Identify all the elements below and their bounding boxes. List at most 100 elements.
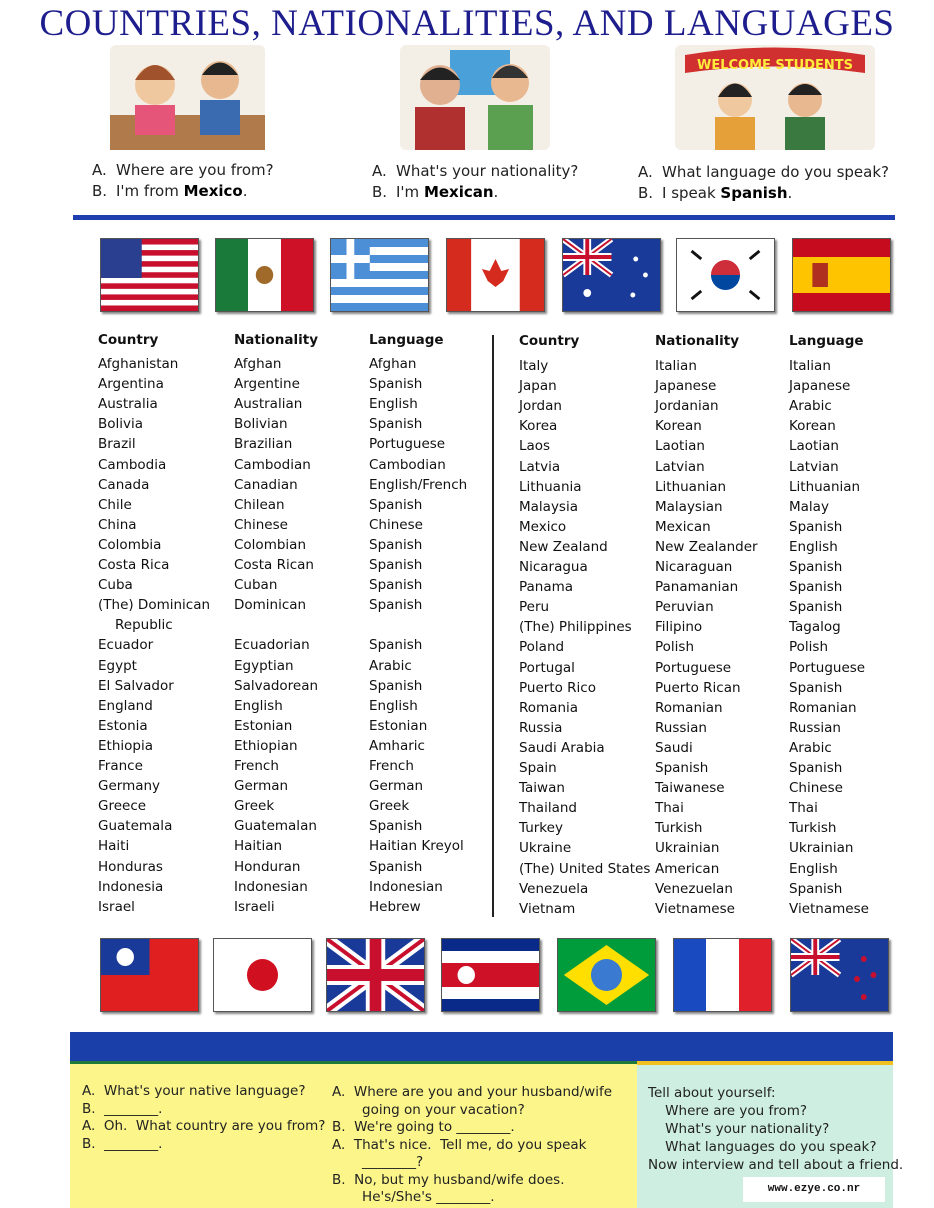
country-cell: Colombia <box>98 536 162 553</box>
nationality-cell: Costa Rican <box>234 557 314 573</box>
language-cell: English <box>369 697 418 714</box>
nationality-cell: Romanian <box>655 699 723 716</box>
country-cell: Haiti <box>98 838 130 855</box>
country-cell: Afghanistan <box>98 356 179 372</box>
practice-line: going on your vacation? <box>332 1101 525 1118</box>
language-cell: Spanish <box>369 637 423 654</box>
country-cell: Poland <box>519 639 565 656</box>
nationality-cell: American <box>655 860 720 877</box>
header-nationality-right: Nationality <box>655 333 739 349</box>
language-cell: Portuguese <box>789 659 866 676</box>
dialog-1: A. Where are you from? B. I'm from Mexico. <box>92 161 274 200</box>
nationality-cell: Afghan <box>234 356 282 372</box>
language-cell: Spanish <box>789 880 843 897</box>
country-cell: Mexico <box>519 518 567 535</box>
language-cell: English/French <box>369 476 468 493</box>
nationality-cell: Thai <box>655 800 684 817</box>
language-cell: Spanish <box>369 597 423 614</box>
language-cell: Italian <box>789 358 831 374</box>
header-language-right: Language <box>789 333 864 349</box>
country-cell: Turkey <box>519 820 563 837</box>
nationality-cell: Korean <box>655 418 702 435</box>
language-cell: Spanish <box>789 679 843 696</box>
nationality-cell: Bolivian <box>234 416 288 433</box>
nationality-cell: Dominican <box>234 597 307 614</box>
nationality-cell: Canadian <box>234 476 298 493</box>
practice-line: A. Oh. What country are you from? <box>82 1118 326 1134</box>
country-cell: Malaysia <box>519 498 578 515</box>
nationality-cell: Chinese <box>234 516 288 533</box>
illustration-students-talking <box>110 45 265 150</box>
practice-box <box>70 1061 638 1208</box>
language-cell: English <box>369 396 418 413</box>
nationality-cell: Panamanian <box>655 579 739 596</box>
country-cell: France <box>98 758 143 774</box>
language-cell: Tagalog <box>789 619 841 636</box>
header-nationality-left: Nationality <box>234 332 318 348</box>
language-cell: Haitian Kreyol <box>369 838 464 855</box>
country-cell: Italy <box>519 358 549 374</box>
nationality-cell: New Zealander <box>655 538 758 555</box>
nationality-cell: Puerto Rican <box>655 679 741 696</box>
flag-australia-icon <box>562 238 661 312</box>
language-cell: Estonian <box>369 717 428 734</box>
language-cell: Spanish <box>789 579 843 596</box>
language-cell: Romanian <box>789 699 857 716</box>
language-cell: Hebrew <box>369 898 421 915</box>
language-cell: Vietnamese <box>789 900 869 917</box>
country-cell: Romania <box>519 699 579 716</box>
divider-rule <box>73 215 895 220</box>
language-cell: Arabic <box>789 398 832 415</box>
country-cell: Lithuania <box>519 478 582 495</box>
language-cell: Amharic <box>369 737 425 754</box>
tell-about-line: What languages do you speak? <box>648 1139 877 1155</box>
welcome-sign-text: WELCOME STUDENTS <box>697 58 853 73</box>
nationality-cell: Jordanian <box>655 398 719 415</box>
nationality-cell: Guatemalan <box>234 818 317 835</box>
practice-line: B. ________. <box>82 1100 163 1117</box>
country-cell: Estonia <box>98 717 148 734</box>
flag-usa-icon <box>100 238 199 312</box>
language-cell: Greek <box>369 798 410 815</box>
country-cell: Vietnam <box>519 900 576 917</box>
nationality-cell: Mexican <box>655 518 711 535</box>
nationality-cell: Ethiopian <box>234 737 298 754</box>
nationality-cell: Haitian <box>234 838 283 855</box>
dialog-2: A. What's your nationality? B. I'm Mexican… <box>372 162 579 201</box>
dialog-2-question: What's your nationality? <box>396 162 579 180</box>
language-cell: Spanish <box>369 557 423 573</box>
nationality-cell: Malaysian <box>655 498 723 515</box>
practice-line: ________? <box>332 1154 424 1170</box>
nationality-cell: Estonian <box>234 717 293 734</box>
nationality-cell: Israeli <box>234 898 275 915</box>
country-cell: Honduras <box>98 858 163 875</box>
tell-about-line: What's your nationality? <box>648 1121 830 1137</box>
flag-canada-icon <box>446 238 545 312</box>
nationality-cell: Russian <box>655 719 707 736</box>
country-cell: Nicaragua <box>519 559 588 575</box>
country-cell: England <box>98 697 153 714</box>
flag-greece-icon <box>330 238 429 312</box>
country-cell: Korea <box>519 418 558 435</box>
nationality-cell: Australian <box>234 396 303 413</box>
language-cell: Spanish <box>789 599 843 616</box>
nationality-cell: Brazilian <box>234 436 293 453</box>
language-cell: Spanish <box>369 416 423 433</box>
country-cell: Spain <box>519 760 557 776</box>
country-cell: New Zealand <box>519 538 608 555</box>
language-cell: Malay <box>789 498 829 515</box>
flag-france-icon <box>673 938 772 1012</box>
nationality-cell: Polish <box>655 639 695 656</box>
language-cell: Spanish <box>789 559 843 575</box>
country-cell: Australia <box>98 396 158 413</box>
nationality-cell: German <box>234 778 289 795</box>
country-cell: Cambodia <box>98 456 167 473</box>
nationality-cell: Salvadorean <box>234 677 319 694</box>
nationality-cell: Egyptian <box>234 657 294 674</box>
blue-band <box>70 1032 893 1061</box>
country-cell: Latvia <box>519 458 561 475</box>
nationality-cell: Cambodian <box>234 456 311 473</box>
watermark: www.ezye.co.nr <box>743 1177 885 1202</box>
language-cell: Portuguese <box>369 436 446 453</box>
